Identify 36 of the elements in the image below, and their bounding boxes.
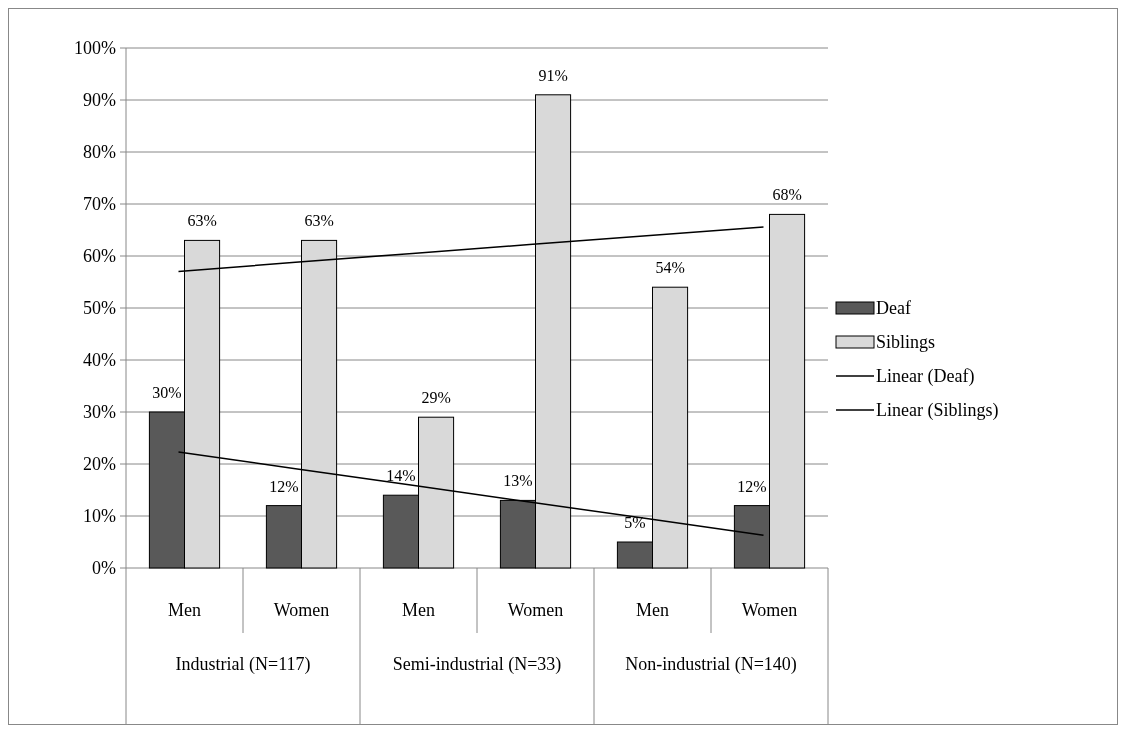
data-label: 63% — [304, 212, 334, 230]
x-tick-label: Men — [168, 600, 201, 620]
y-tick-label: 80% — [83, 142, 116, 163]
x-tick-label: Men — [402, 600, 435, 620]
legend-label: Deaf — [876, 298, 911, 319]
x-tick-label: Women — [741, 600, 798, 620]
y-tick-label: 70% — [83, 194, 116, 215]
y-tick-label: 30% — [83, 402, 116, 423]
x-tick-label: Women — [507, 600, 564, 620]
text: Semi-industrial (N=33) — [392, 654, 562, 675]
text: Non-industrial (N=140) — [625, 654, 797, 675]
data-label: 68% — [772, 186, 802, 204]
data-label: 63% — [187, 212, 217, 230]
x-tick-label: Men — [636, 600, 669, 620]
y-tick-label: 90% — [83, 90, 116, 111]
y-tick-label: 100% — [74, 38, 116, 59]
legend-label: Linear (Siblings) — [876, 400, 999, 422]
data-label: 14% — [386, 467, 416, 485]
legend-label: Siblings — [876, 332, 936, 353]
legend-label: Linear (Deaf) — [876, 366, 975, 388]
y-tick-label: 60% — [83, 246, 116, 267]
y-tick-label: 50% — [83, 298, 116, 319]
text: Industrial (N=117) — [175, 654, 311, 675]
y-tick-label: 0% — [92, 558, 116, 579]
y-tick-label: 40% — [83, 350, 116, 371]
data-label: 91% — [538, 66, 568, 84]
data-label: 12% — [269, 477, 299, 495]
data-label: 29% — [421, 389, 451, 407]
x-tick-label: Women — [273, 600, 330, 620]
data-label: 13% — [503, 472, 533, 490]
data-label: 30% — [152, 384, 182, 401]
y-tick-label: 20% — [83, 454, 116, 475]
data-label: 54% — [655, 259, 685, 277]
data-label: 5% — [624, 514, 646, 531]
data-label: 12% — [737, 477, 767, 495]
y-tick-label: 10% — [83, 506, 116, 527]
